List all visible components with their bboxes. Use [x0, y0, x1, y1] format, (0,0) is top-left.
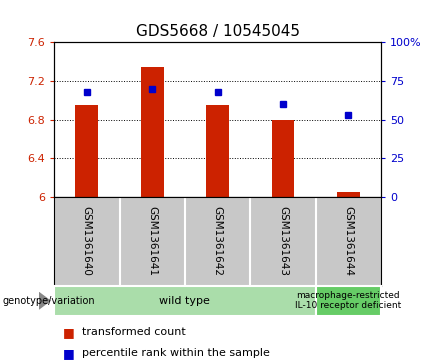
Text: ■: ■ [63, 326, 74, 339]
Text: genotype/variation: genotype/variation [2, 296, 95, 306]
Text: transformed count: transformed count [82, 327, 186, 337]
Text: GSM1361643: GSM1361643 [278, 206, 288, 276]
Text: percentile rank within the sample: percentile rank within the sample [82, 348, 270, 358]
Bar [337, 192, 360, 197]
Bar [316, 286, 381, 316]
Text: macrophage-restricted
IL-10 receptor deficient: macrophage-restricted IL-10 receptor def… [295, 291, 401, 310]
Text: wild type: wild type [159, 296, 210, 306]
Text: ■: ■ [63, 347, 74, 360]
Text: GSM1361644: GSM1361644 [343, 206, 353, 276]
Text: GSM1361642: GSM1361642 [213, 206, 223, 276]
Bar [206, 105, 229, 197]
Bar [54, 286, 316, 316]
Bar [271, 120, 294, 197]
Bar [141, 66, 164, 197]
Polygon shape [39, 292, 51, 310]
Text: GSM1361640: GSM1361640 [82, 206, 92, 276]
Text: GSM1361641: GSM1361641 [147, 206, 157, 276]
Title: GDS5668 / 10545045: GDS5668 / 10545045 [136, 24, 300, 38]
Bar [75, 105, 98, 197]
